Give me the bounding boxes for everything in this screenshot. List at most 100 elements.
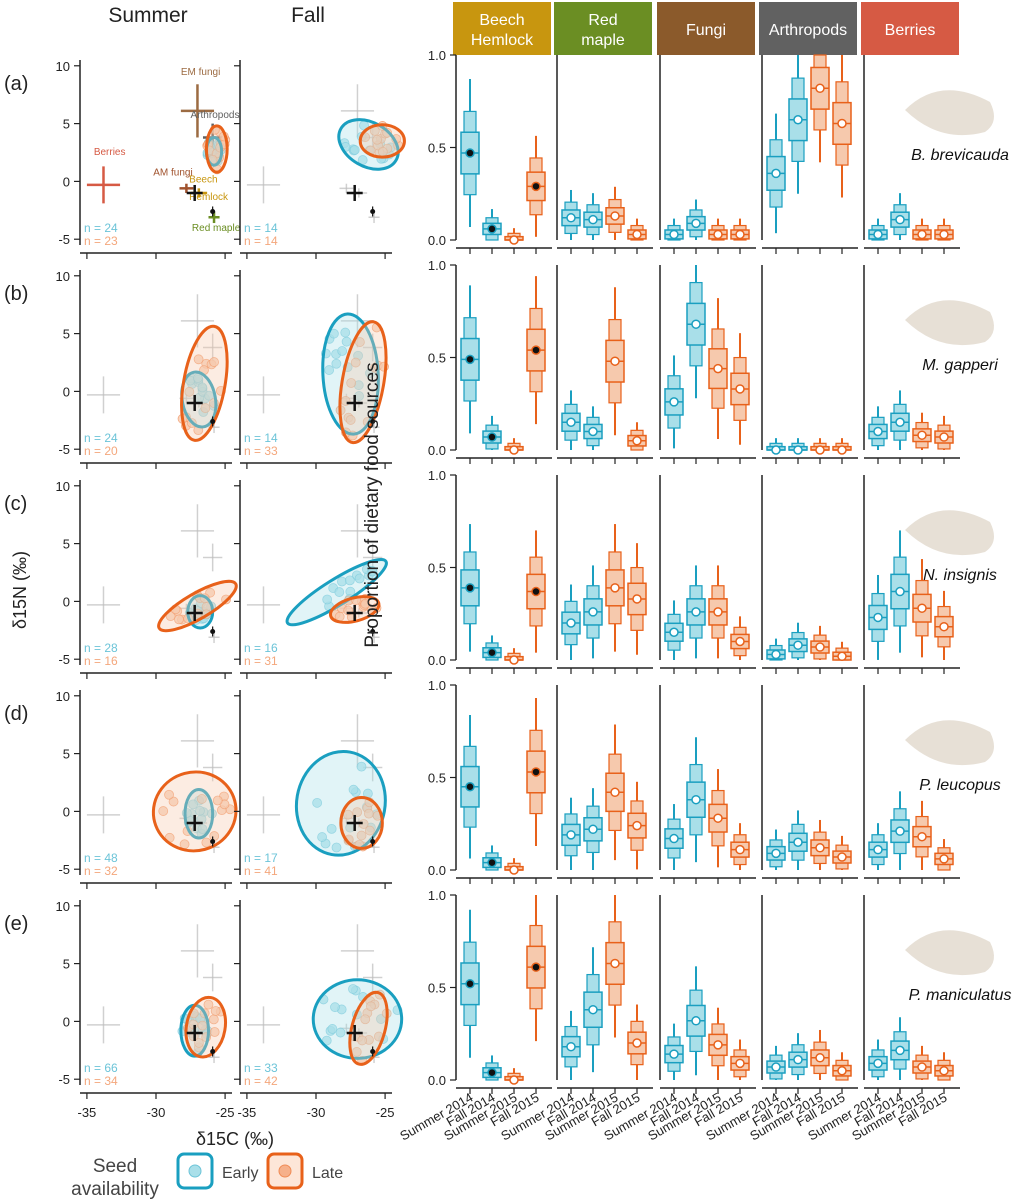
sample-size-late: n = 34 [84,1074,118,1088]
data-point-early [317,832,328,842]
species-illustration [905,720,994,766]
source-label-amfungi: AM fungi [153,168,192,179]
data-point-early [197,824,208,834]
legend-label-late: Late [312,1165,343,1182]
y-tick-label: 0.5 [428,141,446,156]
ellipse-late [348,990,389,1066]
biplot-summer: -35 -30 -25 10 5 0 -5 n = 66n = 34 [56,899,235,1120]
median-point-early [691,794,701,805]
median-point-early [691,1016,701,1026]
diet-panel [659,55,756,254]
median-point-early [669,1049,679,1059]
median-point-early [771,1062,781,1072]
y-tick-label: 0.5 [428,771,446,786]
median-point-late [815,83,825,94]
median-point-late [632,1038,642,1048]
data-point-late [357,1035,368,1046]
y-tick-label: 5 [63,327,70,342]
tdf-point [210,208,216,214]
y-tick-label: -5 [58,862,70,877]
data-point-early [354,573,365,584]
diet-panel [761,475,858,674]
sample-size-early: n = 14 [244,431,278,445]
median-point-early [566,1041,576,1052]
ellipse-early [311,978,404,1060]
y-tick-label: 1.0 [428,48,446,63]
median-point-early [487,647,497,658]
x-tick-label: -35 [78,1105,97,1120]
data-point-early [312,797,323,808]
median-point-early [895,826,905,836]
x-tick-label: -25 [216,1105,235,1120]
y-tick-label: 5 [63,747,70,762]
sample-size-early: n = 28 [84,641,118,655]
legend: Seed availability Early Late [71,1152,343,1200]
sample-size-early: n = 33 [244,1061,278,1075]
species-name: M. gapperi [922,357,998,374]
median-point-late [509,1075,519,1085]
median-point-early [771,168,781,179]
diet-panel [659,475,756,674]
median-point-late [735,229,745,240]
x-tick-label: -30 [147,1105,166,1120]
data-point-early [326,823,337,834]
data-point-late [345,415,356,425]
median-point-late [610,356,620,366]
median-point-late [531,181,541,192]
median-point-early [487,1067,497,1078]
median-point-late [939,432,949,442]
diet-panel [863,685,960,884]
species-name: N. insignis [923,567,997,584]
median-point-late [917,1062,927,1072]
median-point-early [465,354,475,365]
legend-label-early: Early [222,1165,258,1182]
y-tick-label: 1.0 [428,888,446,903]
data-point-early [367,566,378,577]
median-point-early [771,649,781,660]
data-point-late [363,808,374,819]
tdf-point [370,1048,376,1054]
data-point-early [322,594,333,605]
y-tick-label: 5 [63,957,70,972]
median-point-early [487,857,497,868]
data-point-late [165,611,176,622]
source-header-label: Beech [479,12,524,29]
data-point-late [372,134,383,145]
ellipse-late [180,324,229,442]
data-point-early [334,587,345,597]
data-point-late [356,830,367,841]
diet-panel: 1.0 0.5 0.0 [428,258,552,464]
data-point-early [344,575,355,586]
biplot-fall: n = 14n = 14 [234,60,406,259]
x-tick-label: -25 [376,1105,395,1120]
data-point-early [356,761,367,772]
ellipse-early [285,558,388,627]
median-point-late [837,445,847,455]
data-point-early [348,784,359,795]
source-header-arthropods [759,2,857,55]
sample-size-late: n = 23 [84,234,118,248]
y-tick-label: 1.0 [428,678,446,693]
median-point-late [713,607,723,617]
sample-size-early: n = 17 [244,851,278,865]
source-header-label: Arthropods [769,22,847,39]
data-point-early [330,1002,340,1013]
source-header-redmaple [554,2,652,55]
median-point-late [735,636,745,647]
diet-panel [761,54,858,254]
median-point-early [566,618,576,628]
median-point-late [531,962,541,972]
biplot-fall: -35 -30 -25 n = 33n = 42 [234,900,404,1120]
median-point-late [509,445,519,455]
source-header-label: Berries [885,22,936,39]
source-label-beech: Beech [189,175,217,186]
data-point-early [337,346,348,356]
y-tick-label: -5 [58,1072,70,1087]
y-tick-label: 10 [56,269,70,284]
data-point-late [364,825,375,836]
sample-size-late: n = 14 [244,234,278,248]
y-tick-label: 0 [63,1014,70,1029]
sample-size-early: n = 24 [84,431,118,445]
sample-size-late: n = 16 [84,654,118,668]
median-point-early [873,1058,883,1069]
